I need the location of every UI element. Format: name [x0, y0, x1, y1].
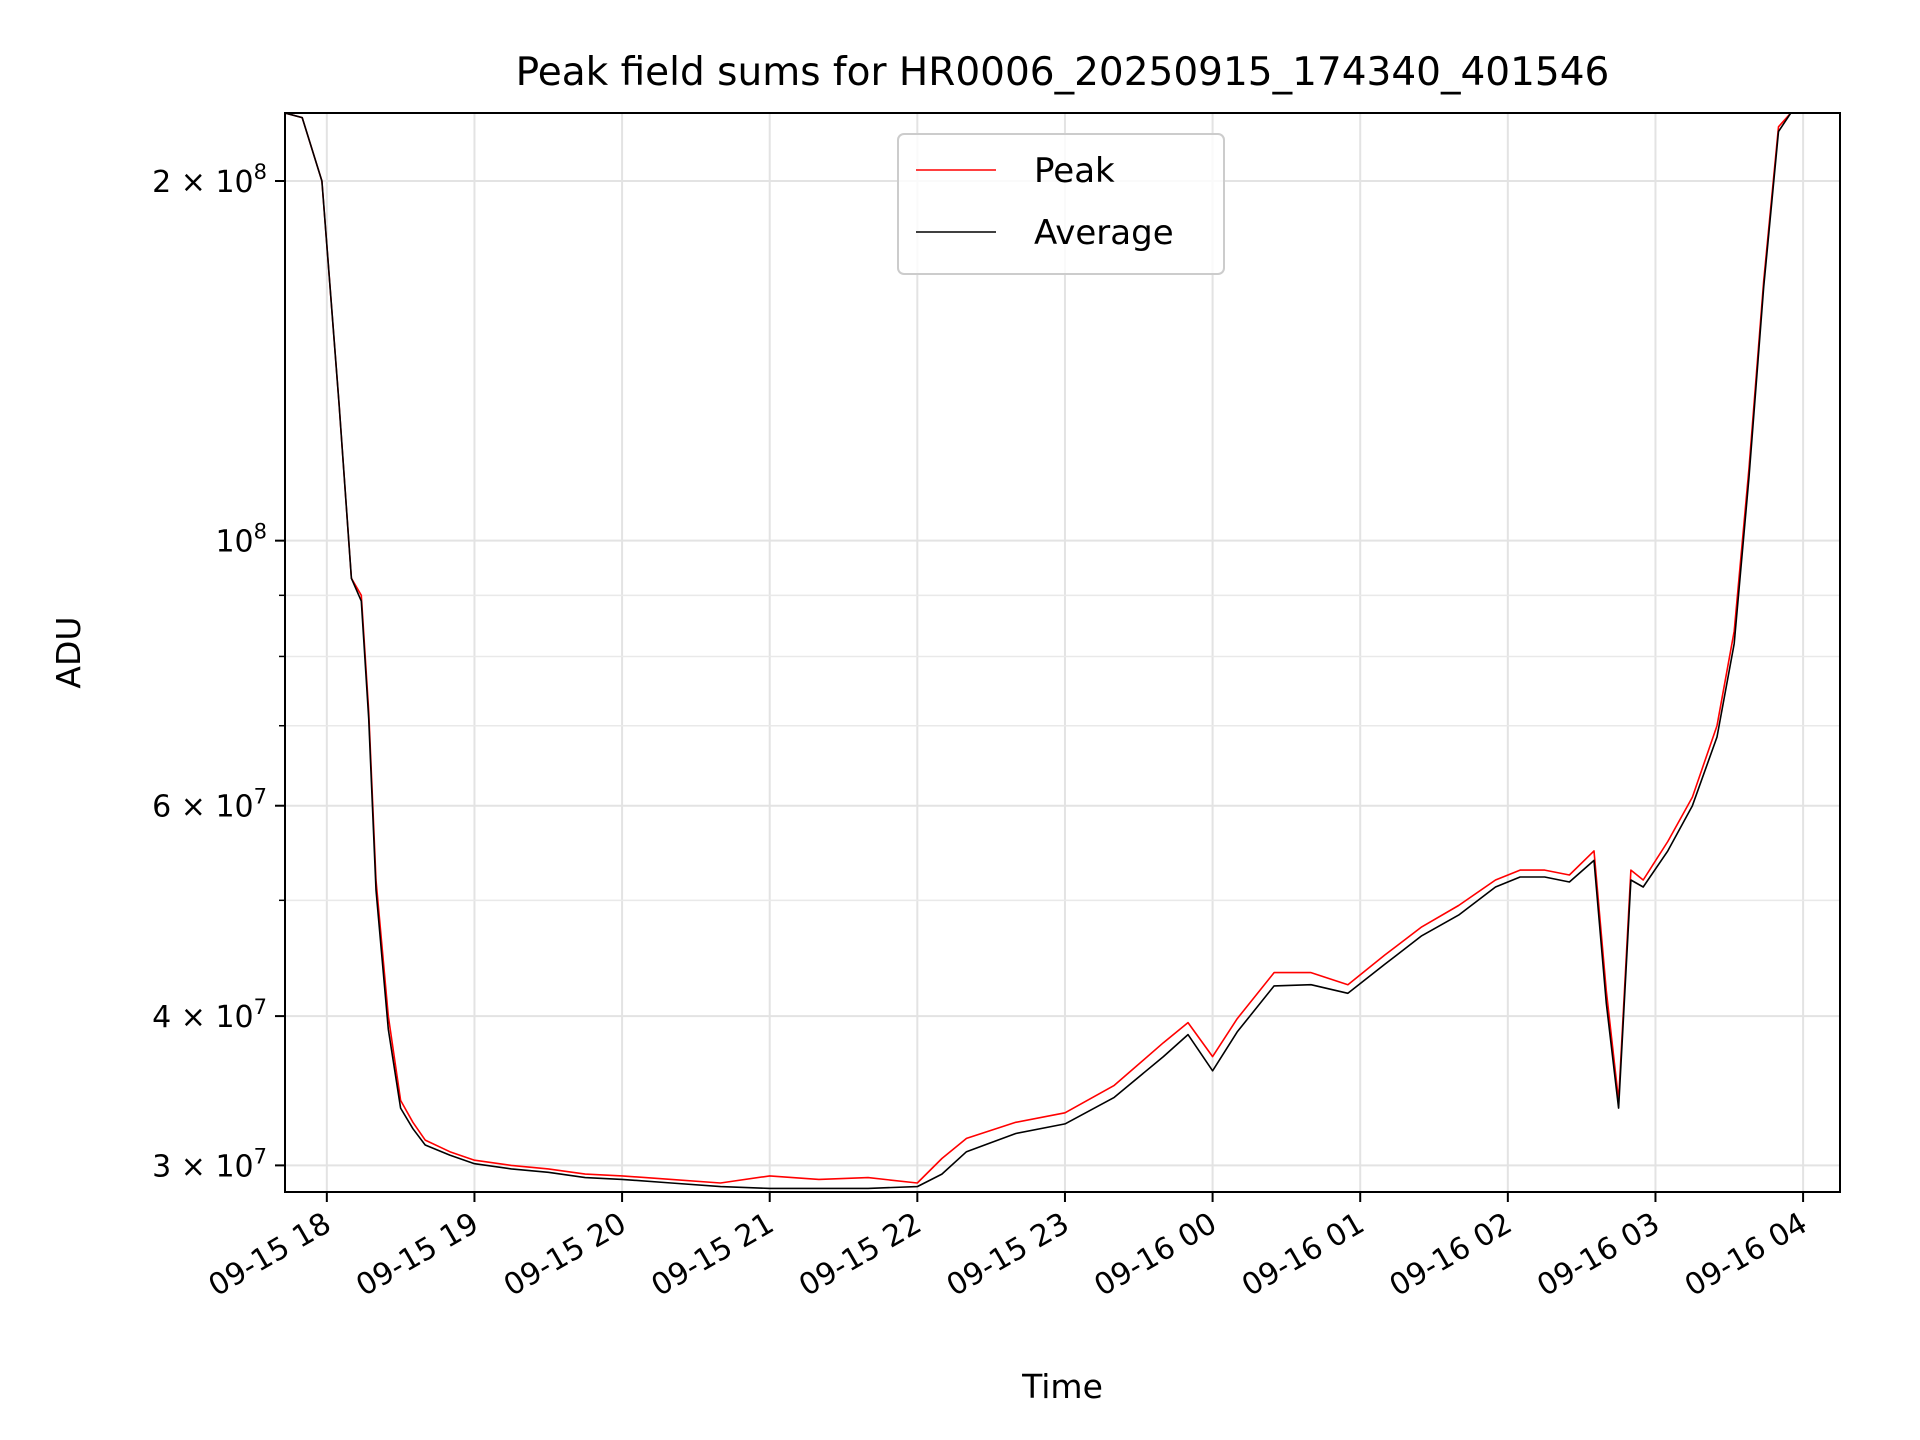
legend-box — [897, 133, 1225, 275]
legend: Peak Average — [897, 133, 1225, 275]
y-tick-label: 108 — [215, 520, 267, 560]
axes-frame — [284, 112, 1841, 1193]
plot-lines — [285, 113, 1840, 1190]
legend-peak-label: Peak — [1034, 151, 1115, 191]
series-line-average — [285, 113, 1840, 1190]
x-axis-label: Time — [1021, 1367, 1103, 1406]
y-tick-label: 4 × 107 — [152, 995, 267, 1035]
y-tick-label: 6 × 107 — [152, 785, 267, 825]
y-axis-label: ADU — [49, 616, 88, 688]
legend-average-label: Average — [1034, 213, 1174, 253]
grid-lines — [285, 113, 1840, 1192]
series-line-peak — [285, 113, 1840, 1184]
y-tick-label: 2 × 108 — [152, 160, 267, 200]
y-tick-label: 3 × 107 — [152, 1144, 267, 1184]
chart-title: Peak field sums for HR0006_20250915_1743… — [516, 50, 1610, 95]
